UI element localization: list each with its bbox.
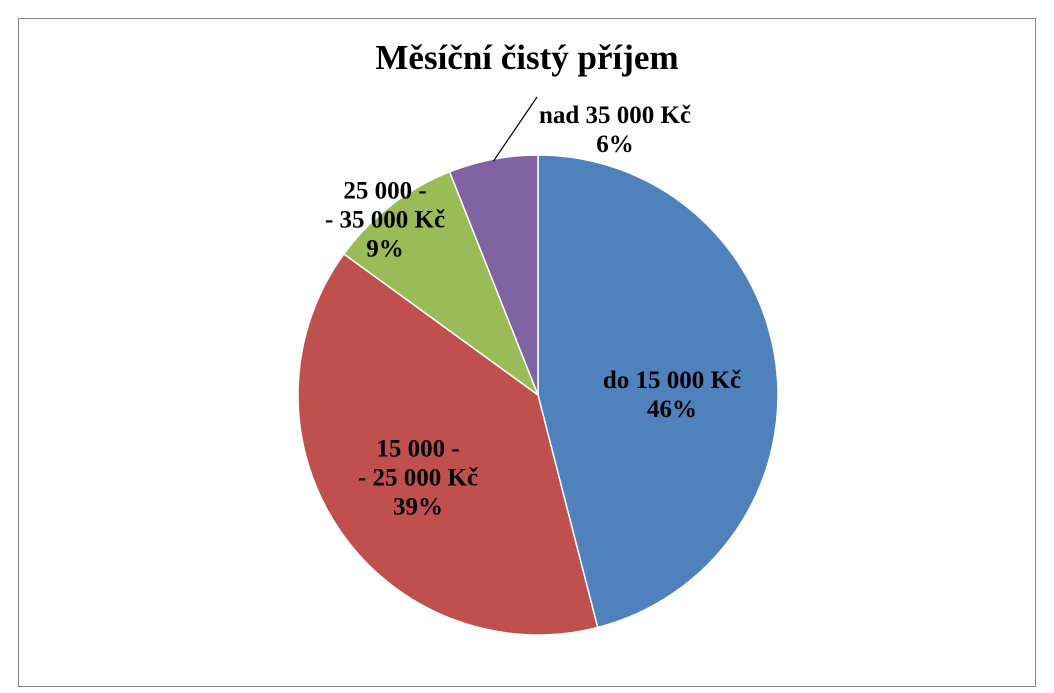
pie-slice [448,154,539,396]
slice-category: nad 35 000 Kč [538,102,692,129]
data-label: nad 35 000 Kč 6% [539,101,691,159]
slice-category: 25 000 - - 35 000 Kč [324,177,446,234]
leader-line [492,96,538,162]
slice-category: 15 000 - - 25 000 Kč [357,435,479,492]
pie-slice [342,170,540,398]
data-label: 25 000 - - 35 000 Kč 9% [325,177,445,264]
slice-value: 46% [646,396,697,423]
pie-slice [297,252,599,636]
data-label: 15 000 - - 25 000 Kč 39% [358,435,478,522]
pie-slice [537,154,779,629]
slice-value: 9% [366,235,404,263]
data-label: do 15 000 Kč 46% [603,366,741,424]
chart-title: Měsíční čistý příjem [375,38,679,77]
slice-value: 39% [393,493,443,521]
slice-category: do 15 000 Kč [602,367,742,394]
slice-value: 6% [596,131,634,158]
